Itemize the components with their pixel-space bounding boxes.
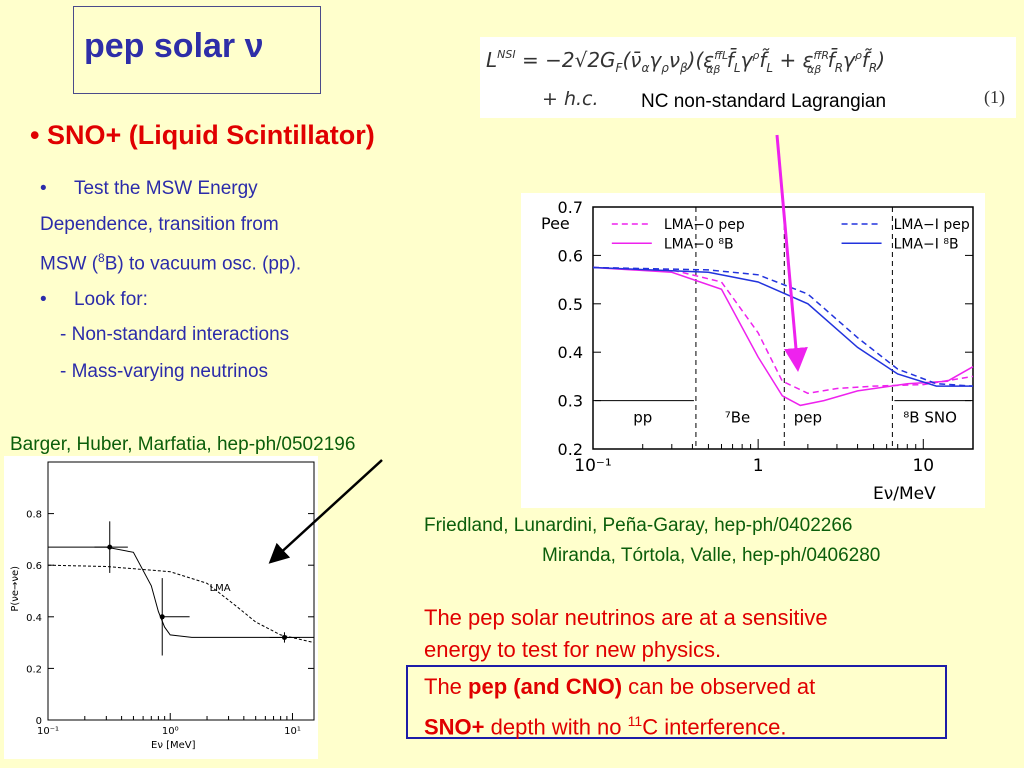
pep-cno-box [406,665,947,739]
lagrangian-caption: NC non-standard Lagrangian [641,91,887,112]
y-tick-label: 0.3 [558,392,583,411]
y-tick-label: 0.4 [26,613,42,624]
equation-number: (1) [984,87,1005,107]
y-tick-label: 0.6 [558,246,583,265]
pee-vs-energy-chart: 0.2 0.3 0.4 0.5 0.6 0.7 10⁻¹ 1 10 Pee Eν/MeV pp ⁷Be p… [541,198,974,504]
text-run: C interference. [642,714,787,740]
x-axis-label: Eν/MeV [873,484,936,504]
lagrangian-equation: LNSI = −2√2GF(ν̄αγρνβ)(εff̃L αβ f̄Lγρf̃L … [486,47,885,110]
barger-reference: Barger, Huber, Marfatia, hep-ph/0502196 [10,434,356,455]
friedland-reference: Friedland, Lunardini, Peña-Garay, hep-ph… [424,515,853,536]
region-label: pep [794,408,822,426]
bullet-2: • Look for: [40,289,148,311]
text-run-bold: SNO+ [424,714,485,740]
y-tick-label: 0.6 [26,561,42,572]
svg-text:+ h.c.: + h.c. [542,88,599,110]
x-tick-label: 10⁰ [162,726,179,737]
region-label: pp [633,408,652,426]
data-point [281,634,287,640]
series-line [592,266,974,395]
series-line [592,266,973,387]
y-tick-label: 0.7 [558,198,583,217]
y-tick-label: 0 [36,716,42,727]
text-line: The pep solar neutrinos are at a sensiti… [424,605,828,630]
text-line: SNO+ depth with no 11C interference. [424,704,815,744]
data-point [107,544,113,550]
legend-label: LMA−I pep [894,217,970,233]
bullet-1-cont2: MSW (8B) to vacuum osc. (pp). [40,251,301,275]
bullet-text: Look for: [73,289,148,310]
sno-heading: • SNO+ (Liquid Scintillator) [30,120,375,150]
y-tick-label: 0.2 [558,440,583,459]
text-run: depth with no [484,714,628,740]
bullet-marker: • [40,178,47,199]
bullet-text: Test the MSW Energy [73,178,258,199]
text-run: can be observed at [622,674,816,699]
x-tick-label: 10 [912,456,934,476]
text-line: energy to test for new physics. [424,637,722,662]
sub-item-mavan: - Mass-varying neutrinos [60,361,269,382]
plot-frame [47,461,315,721]
y-axis-label: P(νe→νe) [10,566,21,612]
slide-title: pep solar ν [84,27,264,65]
svg-text:LNSI = −2√2GF(ν̄αγρνβ)(εff̃Lα: LNSI = −2√2GF(ν̄αγρνβ)(εff̃L αβ f̄Lγρf̃L … [486,47,885,76]
y-tick-label: 0.8 [26,510,42,521]
superscript: 8 [98,251,105,265]
x-tick-label: 10¹ [284,726,301,737]
y-axis-label: Pee [541,214,570,233]
survival-probability-chart: 0 0.2 0.4 0.6 0.8 10⁻¹ 10⁰ 10¹ P(νe→νe) Eν [MeV] L… [10,461,315,751]
title-box [73,6,321,94]
bullet-1: • Test the MSW Energy [40,178,258,200]
pep-cno-text: The pep (and CNO) can be observed at SNO… [424,670,815,744]
x-axis-label: Eν [MeV] [151,740,196,751]
legend-label: LMA−0 pep [664,217,745,233]
x-tick-label: 10⁻¹ [37,726,59,737]
y-tick-label: 0.5 [558,295,583,314]
bullet-text: MSW ( [40,253,99,275]
region-label: ⁸B SNO [903,408,957,426]
legend-label: LMA−I ⁸B [894,236,959,252]
lagrangian-panel: LNSI = −2√2GF(ν̄αγρνβ)(εff̃L αβ f̄Lγρf̃L … [480,37,1016,118]
bullet-marker: • [40,289,47,310]
x-tick-label: 10⁻¹ [574,456,611,476]
legend-label: LMA−0 ⁸B [664,236,734,252]
text-run-bold: pep (and CNO) [468,674,623,699]
top-chart-panel: 0.2 0.3 0.4 0.5 0.6 0.7 10⁻¹ 1 10 Pee Eν/MeV pp ⁷Be p… [521,193,985,508]
series-line [47,564,315,644]
data-point [159,614,165,620]
pep-sensitive-text: The pep solar neutrinos are at a sensiti… [424,602,828,666]
annotation-label: LMA [210,583,231,594]
text-run: The [424,674,469,699]
bullet-1-cont: Dependence, transition from [40,214,279,235]
superscript: 11 [627,713,643,729]
bottom-chart-panel: 0 0.2 0.4 0.6 0.8 10⁻¹ 10⁰ 10¹ P(νe→νe) Eν [MeV] L… [4,456,318,759]
sub-item-nsi: - Non-standard interactions [60,324,290,345]
x-tick-label: 1 [753,456,764,476]
bullet-text-after: B) to vacuum osc. (pp). [104,253,302,275]
y-tick-label: 0.4 [558,343,583,362]
y-tick-label: 0.2 [26,664,42,675]
text-line: The pep (and CNO) can be observed at [424,670,815,704]
series-line [592,266,974,407]
series-line [592,266,974,387]
region-label: ⁷Be [725,408,751,426]
miranda-reference: Miranda, Tórtola, Valle, hep-ph/0406280 [542,545,881,566]
series-line [48,546,314,638]
